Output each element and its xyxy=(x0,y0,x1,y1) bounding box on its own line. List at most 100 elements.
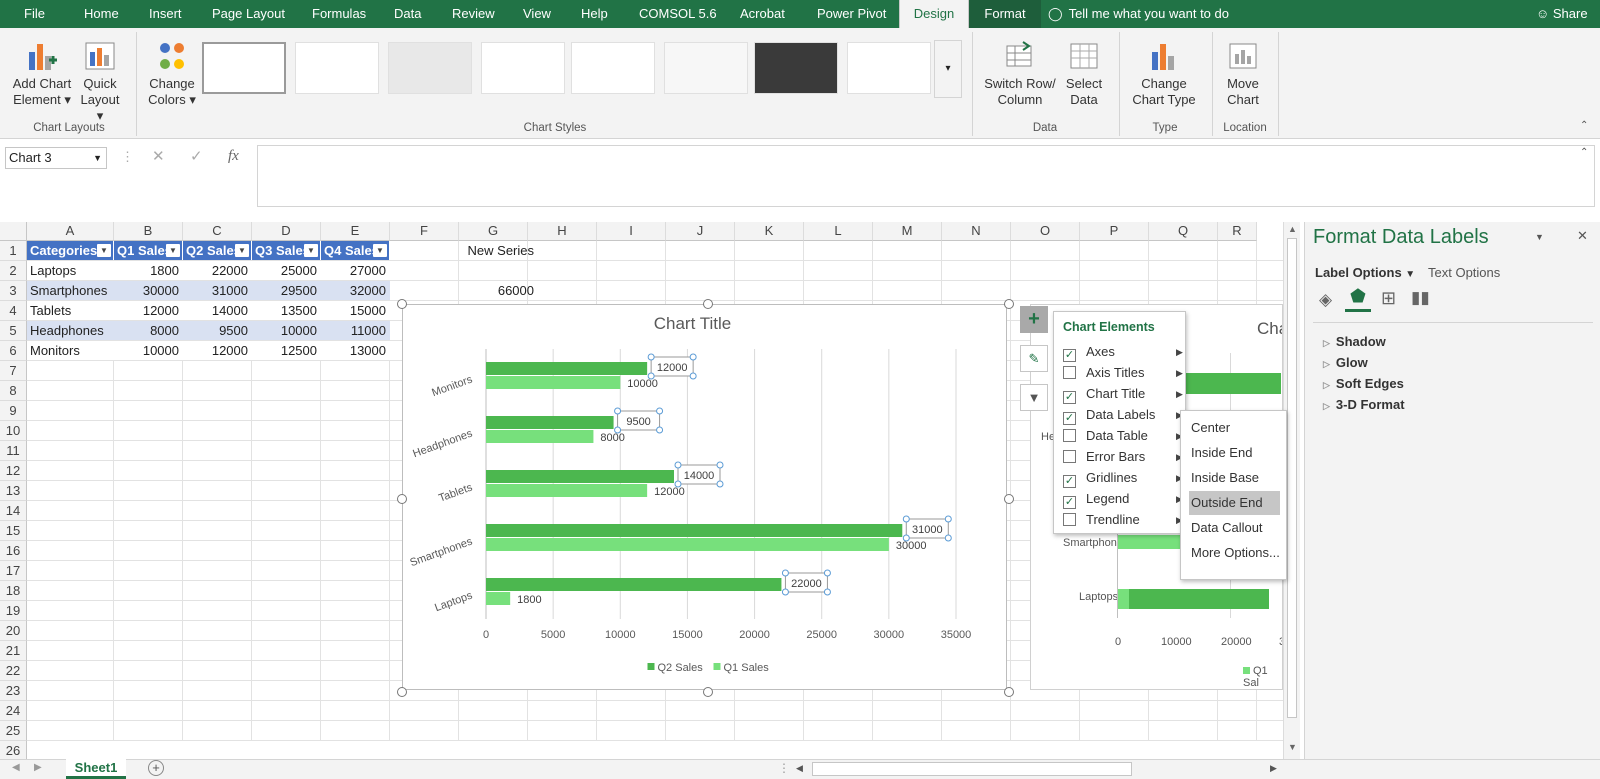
row-header-8[interactable]: 8 xyxy=(0,381,27,401)
column-header-g[interactable]: G xyxy=(459,222,528,241)
horizontal-scroll-thumb[interactable] xyxy=(812,762,1132,776)
table-cell[interactable]: Laptops xyxy=(27,261,114,280)
chart-element-error-bars[interactable]: Error Bars ▶ xyxy=(1063,447,1183,467)
vertical-scroll-thumb[interactable] xyxy=(1287,238,1297,718)
table-cell[interactable]: 1800 xyxy=(114,261,183,280)
add-sheet-button[interactable]: + xyxy=(148,760,164,776)
data-label-q1[interactable]: 12000 xyxy=(654,486,685,498)
chart-element-axes[interactable]: ✓ Axes ▶ xyxy=(1063,342,1183,362)
label-handle[interactable] xyxy=(656,426,664,434)
enter-icon[interactable]: ✓ xyxy=(190,148,203,165)
row-header-23[interactable]: 23 xyxy=(0,681,27,701)
table-header-cell[interactable]: Q3 Sales ▼ xyxy=(252,241,321,260)
row-header-4[interactable]: 4 xyxy=(0,301,27,321)
row-header-1[interactable]: 1 xyxy=(0,241,27,261)
data-label-option-inside-base[interactable]: Inside Base xyxy=(1191,470,1259,485)
text-options-tab[interactable]: Text Options xyxy=(1428,265,1501,280)
change-colors-button[interactable]: Change Colors ▾ xyxy=(144,40,200,108)
resize-handle[interactable] xyxy=(703,299,713,309)
table-cell[interactable]: 10000 xyxy=(252,321,321,340)
tab-design[interactable]: Design xyxy=(899,0,969,28)
label-handle[interactable] xyxy=(716,461,724,469)
row-header-12[interactable]: 12 xyxy=(0,461,27,481)
pane-section-soft-edges[interactable]: ▷ Soft Edges xyxy=(1323,376,1404,391)
tab-help[interactable]: Help xyxy=(581,6,608,21)
resize-handle[interactable] xyxy=(1004,299,1014,309)
collapse-ribbon-icon[interactable]: ⌃ xyxy=(1580,120,1589,131)
data-label-box[interactable] xyxy=(784,572,828,593)
tab-formulas[interactable]: Formulas xyxy=(312,6,367,21)
data-label-q1[interactable]: 8000 xyxy=(600,432,624,444)
add-chart-element-button[interactable]: Add Chart Element ▾ xyxy=(8,40,76,108)
label-handle[interactable] xyxy=(689,372,697,380)
tab-view[interactable]: View xyxy=(523,6,551,21)
formula-input[interactable] xyxy=(257,145,1595,207)
bar-q2[interactable] xyxy=(486,362,648,375)
table-cell[interactable]: 25000 xyxy=(252,261,321,280)
table-cell[interactable]: 29500 xyxy=(252,281,321,300)
table-cell[interactable]: 31000 xyxy=(183,281,252,300)
data-label-q1[interactable]: 10000 xyxy=(627,378,658,390)
data-label-option-data-callout[interactable]: Data Callout xyxy=(1191,520,1263,535)
bar-q1[interactable] xyxy=(486,592,511,605)
data-label-option-outside-end[interactable]: Outside End xyxy=(1189,491,1280,515)
sheet-tab-sheet1[interactable]: Sheet1 xyxy=(66,759,126,779)
move-chart-button[interactable]: Move Chart xyxy=(1218,40,1268,108)
prev-sheet-icon[interactable]: ◀ xyxy=(12,762,20,773)
data-label-box[interactable] xyxy=(650,356,694,377)
column-header-j[interactable]: J xyxy=(666,222,735,241)
resize-handle[interactable] xyxy=(703,687,713,697)
label-handle[interactable] xyxy=(614,407,622,415)
label-handle[interactable] xyxy=(656,407,664,415)
close-icon[interactable]: ✕ xyxy=(1577,228,1588,243)
table-cell[interactable]: Tablets xyxy=(27,301,114,320)
cell-g1[interactable]: New Series xyxy=(467,243,534,258)
label-options-icon[interactable]: ▮▮ xyxy=(1411,288,1430,307)
row-header-13[interactable]: 13 xyxy=(0,481,27,501)
label-handle[interactable] xyxy=(674,461,682,469)
bar-q2[interactable] xyxy=(486,470,674,483)
table-cell[interactable]: Smartphones xyxy=(27,281,114,300)
row-header-19[interactable]: 19 xyxy=(0,601,27,621)
label-handle[interactable] xyxy=(647,353,655,361)
label-handle[interactable] xyxy=(674,480,682,488)
tab-review[interactable]: Review xyxy=(452,6,495,21)
column-header-r[interactable]: R xyxy=(1218,222,1257,241)
column-header-e[interactable]: E xyxy=(321,222,390,241)
data-label-q1[interactable]: 30000 xyxy=(896,540,927,552)
row-header-26[interactable]: 26 xyxy=(0,741,27,761)
scroll-right-icon[interactable]: ▶ xyxy=(1270,763,1277,773)
data-label-q2[interactable]: 22000 xyxy=(791,578,822,590)
label-options-tab[interactable]: Label Options ▼ xyxy=(1315,265,1415,280)
chart-style-8[interactable] xyxy=(847,42,931,94)
row-header-15[interactable]: 15 xyxy=(0,521,27,541)
cancel-icon[interactable]: ✕ xyxy=(152,148,165,165)
tab-insert[interactable]: Insert xyxy=(149,6,182,21)
data-label-option-center[interactable]: Center xyxy=(1191,420,1231,435)
label-handle[interactable] xyxy=(781,588,789,596)
tab-comsol[interactable]: COMSOL 5.6 xyxy=(639,6,717,21)
scroll-left-icon[interactable]: ◀ xyxy=(796,763,803,773)
row-header-3[interactable]: 3 xyxy=(0,281,27,301)
table-cell[interactable]: 22000 xyxy=(183,261,252,280)
chart-element-data-labels[interactable]: ✓ Data Labels ▶ xyxy=(1063,405,1183,425)
filter-dropdown-icon[interactable]: ▼ xyxy=(166,244,180,257)
chart-element-axis-titles[interactable]: Axis Titles ▶ xyxy=(1063,363,1183,383)
table-cell[interactable]: 32000 xyxy=(321,281,390,300)
pane-section-3d-format[interactable]: ▷ 3-D Format xyxy=(1323,397,1405,412)
bar-q1[interactable] xyxy=(486,376,621,389)
row-header-17[interactable]: 17 xyxy=(0,561,27,581)
scroll-up-icon[interactable]: ▲ xyxy=(1288,224,1297,234)
chart-style-6[interactable] xyxy=(664,42,748,94)
table-cell[interactable]: 27000 xyxy=(321,261,390,280)
table-cell[interactable]: 12000 xyxy=(114,301,183,320)
tab-file[interactable]: File xyxy=(24,6,45,21)
checkbox[interactable]: ✓ xyxy=(1063,496,1076,509)
table-header-cell[interactable]: Categories ▼ xyxy=(27,241,114,260)
table-cell[interactable]: 12000 xyxy=(183,341,252,360)
chart-style-1[interactable] xyxy=(202,42,286,94)
chart-elements-button[interactable]: + xyxy=(1020,306,1048,333)
row-header-14[interactable]: 14 xyxy=(0,501,27,521)
row-header-5[interactable]: 5 xyxy=(0,321,27,341)
data-label-q2[interactable]: 31000 xyxy=(912,524,943,536)
